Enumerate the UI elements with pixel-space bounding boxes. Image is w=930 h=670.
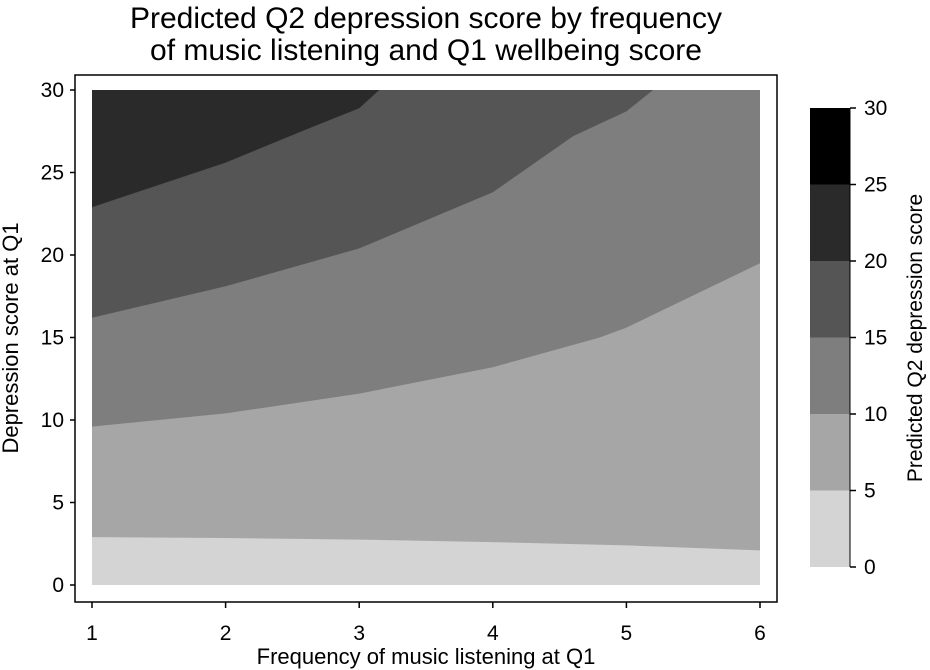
- legend-tick-label: 5: [864, 480, 876, 503]
- y-tick-label: 10: [41, 409, 64, 432]
- legend-swatch-25-30: [810, 108, 850, 185]
- contour-band-0-5: [92, 537, 760, 585]
- x-tick-label: 6: [754, 622, 766, 645]
- chart-title: Predicted Q2 depression score by frequen…: [130, 2, 722, 67]
- x-tick-label: 5: [621, 622, 633, 645]
- x-tick-label: 3: [353, 622, 365, 645]
- legend-swatch-10-15: [810, 337, 850, 414]
- y-tick-label: 30: [41, 79, 64, 102]
- y-tick-label: 0: [52, 574, 64, 597]
- y-axis: 0 5 10 15 20 25 30: [41, 79, 75, 597]
- legend-tick-label: 10: [864, 403, 887, 426]
- legend-tick-label: 0: [864, 556, 876, 579]
- y-tick-label: 20: [41, 244, 64, 267]
- legend-swatch-0-5: [810, 490, 850, 567]
- contour-band-5-10: [92, 263, 760, 585]
- x-tick-label: 2: [220, 622, 232, 645]
- legend-tick-label: 30: [864, 97, 887, 120]
- legend-swatch-20-25: [810, 184, 850, 261]
- plot-area: [92, 90, 760, 585]
- x-tick-label: 1: [86, 622, 98, 645]
- x-tick-label: 4: [487, 622, 499, 645]
- title-line-1: Predicted Q2 depression score by frequen…: [130, 2, 722, 35]
- legend-swatch-5-10: [810, 414, 850, 491]
- legend-tick-label: 20: [864, 250, 887, 273]
- legend-title: Predicted Q2 depression score: [904, 194, 927, 482]
- y-axis-label: Depression score at Q1: [0, 222, 23, 453]
- x-axis: 1 2 3 4 5 6: [86, 602, 766, 645]
- legend: 0 5 10 15 20 25 30: [810, 97, 887, 579]
- y-tick-label: 25: [41, 162, 64, 185]
- legend-tick-label: 25: [864, 174, 887, 197]
- x-axis-label: Frequency of music listening at Q1: [257, 644, 596, 669]
- y-tick-label: 5: [52, 492, 64, 515]
- legend-swatch-15-20: [810, 261, 850, 338]
- y-tick-label: 15: [41, 327, 64, 350]
- title-line-2: of music listening and Q1 wellbeing scor…: [150, 34, 702, 67]
- legend-tick-label: 15: [864, 327, 887, 350]
